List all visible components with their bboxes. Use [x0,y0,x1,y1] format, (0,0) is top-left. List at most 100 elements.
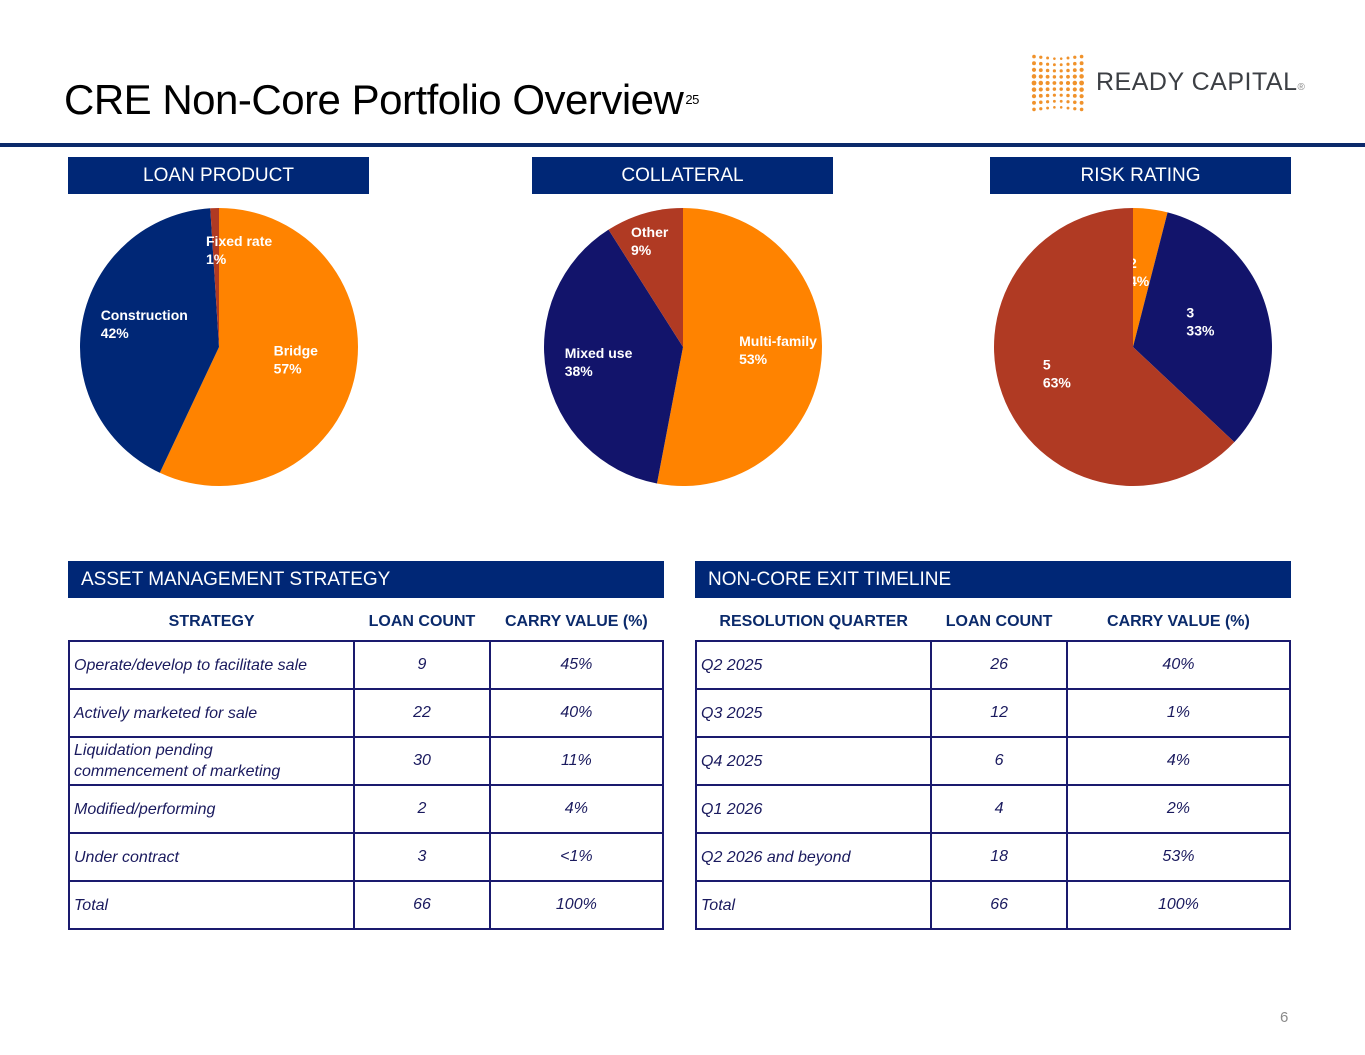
carry-value-cell: 40% [1065,640,1292,690]
logo-dot [1072,74,1077,79]
logo-dot [1066,56,1070,60]
logo-dot [1053,57,1056,60]
table-row: Q2 2025 26 40% [694,640,1292,690]
column-header: STRATEGY [168,613,255,630]
logo-dot [1045,80,1050,86]
logo-dot [1045,62,1050,66]
logo-dot [1072,87,1077,92]
logo-dot [1038,93,1043,98]
strategy-cell: Actively marketed for sale [67,688,356,738]
page-number: 6 [1280,1009,1289,1026]
logo-dot [1045,74,1050,79]
logo-dot [1045,87,1050,92]
loan-count-cell: 26 [930,640,1068,690]
pie-label-value: 57% [274,361,303,377]
risk-rating-pie-chart: 24%333%563% [994,208,1272,486]
exit-timeline-header: NON-CORE EXIT TIMELINE [695,561,1291,598]
collateral-header: COLLATERAL [532,157,833,194]
carry-value-cell: 11% [488,736,665,786]
table-row: Operate/develop to facilitate sale 9 45% [67,640,665,690]
table-row: Q1 2026 4 2% [694,784,1292,834]
logo-dot [1073,61,1077,66]
column-header: CARRY VALUE (%) [1107,613,1250,630]
loan-count-cell: 18 [930,832,1068,882]
logo-dot [1046,56,1050,60]
logo-dot [1079,61,1084,66]
page-title: CRE Non-Core Portfolio Overview 25 [64,76,699,124]
logo-dot [1079,54,1084,59]
carry-value-cell: 4% [488,784,665,834]
logo-dot-mark-icon [1031,54,1084,112]
ready-capital-logo: READY CAPITAL® [1028,54,1318,112]
logo-dot [1079,107,1084,112]
logo-dot [1059,63,1063,67]
pie-slice-3 [1133,212,1272,443]
table-header-row: RESOLUTION QUARTER LOAN COUNT CARRY VALU… [696,604,1290,641]
loan-product-pie-chart: Bridge 57% Construction 42% Fixed rate 1% [80,208,358,486]
collateral-title: COLLATERAL [621,164,744,186]
logo-dot [1059,93,1063,97]
pie-label-name: Other [631,224,669,240]
carry-value-cell: 100% [488,880,665,930]
strategy-cell: Under contract [67,832,356,882]
loan-product-header: LOAN PRODUCT [68,157,369,194]
logo-dot [1052,75,1057,79]
column-header: CARRY VALUE (%) [504,613,648,630]
logo-dot [1031,87,1037,92]
logo-dot [1066,87,1070,92]
logo-dot [1066,93,1070,98]
logo-dot [1072,80,1078,86]
logo-dot [1039,55,1043,59]
strategy-cell: Liquidation pending commencement of mark… [67,736,356,786]
logo-dot [1059,87,1063,91]
pie-slice-bridge [159,208,358,486]
pie-label-name: Construction [101,307,188,323]
logo-wordmark: READY CAPITAL® [1096,68,1305,97]
logo-dot [1031,74,1037,79]
logo-dot [1079,100,1084,105]
pie-label-value: 9% [631,242,652,258]
carry-value-cell: 4% [1065,736,1292,786]
pie-slice-mixed-use [544,229,683,484]
logo-dot [1046,106,1050,110]
logo-dot [1079,80,1084,86]
resolution-quarter-cell: Q2 2026 and beyond [694,832,933,882]
pie-label-name: 5 [1043,356,1051,372]
resolution-quarter-cell: Q2 2025 [694,640,933,690]
column-header: RESOLUTION QUARTER [719,613,908,630]
pie-label-name: Multi-family [739,333,817,349]
logo-dot [1073,55,1077,59]
page-title-text: CRE Non-Core Portfolio Overview [64,76,684,123]
logo-dot [1031,94,1037,99]
logo-dot [1052,63,1056,67]
loan-count-cell: 12 [930,688,1068,738]
strategy-cell: Modified/performing [67,784,356,834]
logo-dot [1045,68,1050,73]
logo-dot [1031,67,1037,72]
table-row: Liquidation pending commencement of mark… [67,736,665,786]
table-total-row: Total 66 100% [67,880,665,930]
loan-count-cell: 6 [930,736,1068,786]
pie-label-value: 63% [1043,374,1072,390]
pie-label-value: 1% [206,251,227,267]
pie-label-value: 4% [1129,273,1150,289]
table-header-row: STRATEGY LOAN COUNT CARRY VALUE (%) [69,604,663,641]
table-row: Under contract 3 <1% [67,832,665,882]
table-row: Actively marketed for sale 22 40% [67,688,665,738]
carry-value-cell: 40% [488,688,665,738]
logo-wordmark-text: READY CAPITAL [1096,68,1298,96]
risk-rating-title: RISK RATING [1080,164,1201,186]
logo-dot [1059,57,1063,60]
loan-count-cell: 4 [930,784,1068,834]
logo-dot [1059,75,1063,79]
logo-dot [1066,62,1070,66]
resolution-quarter-cell: Q4 2025 [694,736,933,786]
resolution-quarter-cell: Q1 2026 [694,784,933,834]
asset-management-strategy-header: ASSET MANAGEMENT STRATEGY [68,561,664,598]
logo-dot [1052,69,1056,73]
logo-dot [1038,80,1044,86]
logo-dot [1038,68,1043,73]
logo-dot [1072,93,1077,98]
pie-label-value: 33% [1186,323,1215,339]
column-header: LOAN COUNT [945,613,1053,630]
